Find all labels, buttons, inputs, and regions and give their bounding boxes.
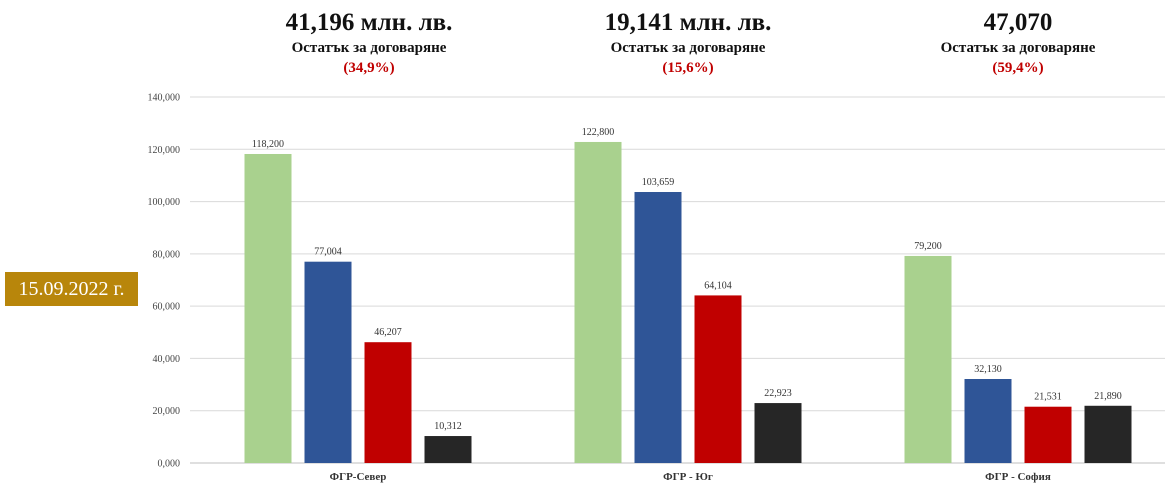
y-tick-label: 80,000 xyxy=(153,249,181,260)
header-percent: (59,4%) xyxy=(992,60,1044,76)
category-label: ФГР-Север xyxy=(330,471,387,483)
date-badge: 15.09.2022 г. xyxy=(5,272,138,306)
data-label: 103,659 xyxy=(642,177,675,188)
bar xyxy=(244,153,292,463)
y-tick-label: 40,000 xyxy=(153,354,181,365)
y-tick-label: 60,000 xyxy=(153,302,181,313)
header-percent: (15,6%) xyxy=(662,60,714,76)
category-label: ФГР - София xyxy=(985,471,1051,483)
y-tick-label: 140,000 xyxy=(148,93,181,104)
bar xyxy=(694,295,742,463)
header-label: Остатък за договаряне xyxy=(940,40,1096,56)
header-sofia: 47,070 Остатък за договаряне (59,4%) xyxy=(888,8,1148,78)
data-label: 10,312 xyxy=(434,421,462,432)
data-label: 79,200 xyxy=(914,241,942,252)
header-amount: 19,141 млн. лв. xyxy=(604,9,772,36)
header-percent: (34,9%) xyxy=(343,60,395,76)
data-label: 122,800 xyxy=(582,127,615,138)
data-label: 32,130 xyxy=(974,364,1002,375)
bar xyxy=(964,379,1012,463)
header-amount: 47,070 xyxy=(983,9,1053,36)
bar xyxy=(634,192,682,464)
data-label: 77,004 xyxy=(314,247,342,258)
data-label: 21,531 xyxy=(1034,392,1062,403)
header-amount: 41,196 млн. лв. xyxy=(285,9,453,36)
bar xyxy=(304,261,352,463)
category-label: ФГР - Юг xyxy=(663,471,713,483)
header-label: Остатък за договаряне xyxy=(291,40,447,56)
data-label: 46,207 xyxy=(374,327,402,338)
data-label: 64,104 xyxy=(704,280,732,291)
bar xyxy=(574,141,622,464)
data-label: 21,890 xyxy=(1094,391,1122,402)
bar xyxy=(1024,406,1072,463)
data-label: 22,923 xyxy=(764,388,792,399)
y-tick-label: 100,000 xyxy=(148,197,181,208)
bar xyxy=(754,403,802,463)
header-sever: 41,196 млн. лв. Остатък за договаряне (3… xyxy=(239,8,499,78)
bar xyxy=(364,342,412,463)
bar xyxy=(904,255,952,463)
bar xyxy=(424,436,472,463)
header-yug: 19,141 млн. лв. Остатък за договаряне (1… xyxy=(558,8,818,78)
y-tick-label: 20,000 xyxy=(153,406,181,417)
y-tick-label: 120,000 xyxy=(148,145,181,156)
bar xyxy=(1084,405,1132,463)
data-label: 118,200 xyxy=(252,139,284,150)
header-label: Остатък за договаряне xyxy=(610,40,766,56)
y-tick-label: 0,000 xyxy=(158,459,181,470)
